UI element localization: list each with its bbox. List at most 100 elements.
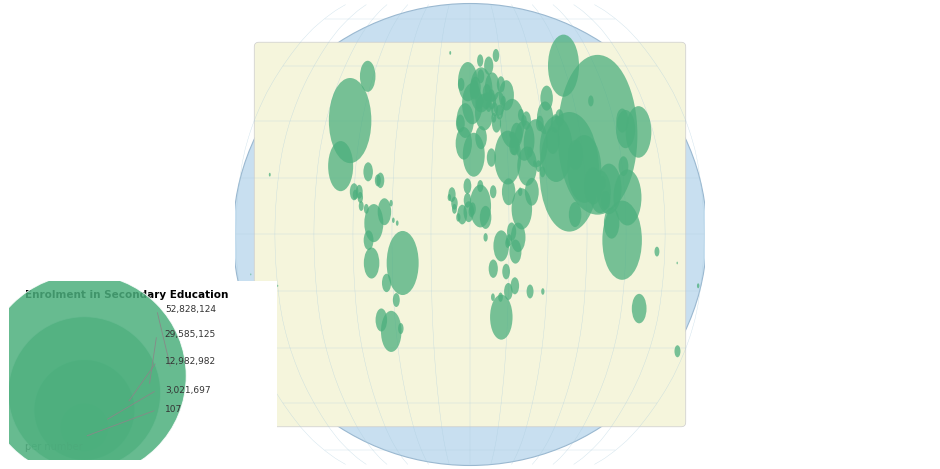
Ellipse shape [484, 56, 494, 75]
Ellipse shape [521, 115, 526, 126]
Ellipse shape [476, 126, 487, 149]
Ellipse shape [492, 113, 496, 123]
Ellipse shape [452, 204, 457, 214]
Ellipse shape [8, 317, 161, 469]
Ellipse shape [381, 311, 401, 352]
Ellipse shape [277, 285, 278, 287]
Ellipse shape [556, 109, 564, 126]
Ellipse shape [536, 160, 541, 172]
Ellipse shape [511, 188, 532, 229]
Ellipse shape [491, 294, 494, 301]
Ellipse shape [506, 234, 512, 246]
Ellipse shape [614, 169, 641, 226]
Ellipse shape [588, 95, 594, 106]
Ellipse shape [364, 162, 373, 182]
Ellipse shape [502, 264, 510, 280]
Ellipse shape [489, 259, 498, 278]
Ellipse shape [487, 148, 496, 167]
Ellipse shape [504, 283, 512, 300]
Ellipse shape [34, 360, 134, 461]
Ellipse shape [463, 178, 471, 194]
FancyBboxPatch shape [254, 42, 686, 427]
Ellipse shape [329, 78, 371, 163]
Ellipse shape [468, 206, 474, 217]
Ellipse shape [540, 116, 572, 182]
Ellipse shape [527, 147, 533, 157]
Ellipse shape [495, 105, 503, 120]
Ellipse shape [492, 114, 501, 133]
Ellipse shape [482, 84, 492, 101]
Ellipse shape [470, 185, 491, 227]
Ellipse shape [509, 137, 518, 155]
Ellipse shape [269, 173, 271, 176]
Ellipse shape [551, 114, 560, 133]
Ellipse shape [540, 86, 553, 111]
Ellipse shape [522, 111, 531, 130]
Ellipse shape [448, 187, 456, 202]
Ellipse shape [557, 55, 637, 215]
Ellipse shape [470, 77, 480, 98]
Ellipse shape [489, 89, 494, 101]
Ellipse shape [541, 288, 544, 295]
Ellipse shape [493, 91, 505, 116]
Ellipse shape [456, 127, 472, 159]
Ellipse shape [499, 80, 514, 111]
Ellipse shape [697, 283, 699, 288]
Ellipse shape [518, 188, 523, 196]
Ellipse shape [654, 247, 659, 257]
Ellipse shape [536, 116, 543, 131]
Ellipse shape [603, 201, 642, 280]
Ellipse shape [601, 191, 610, 210]
Ellipse shape [458, 62, 478, 101]
Ellipse shape [478, 180, 483, 192]
Ellipse shape [375, 174, 381, 186]
Ellipse shape [357, 192, 363, 203]
Ellipse shape [482, 92, 491, 109]
Ellipse shape [458, 78, 464, 91]
Ellipse shape [490, 295, 512, 340]
Ellipse shape [233, 4, 707, 465]
Text: 107: 107 [164, 405, 182, 414]
Ellipse shape [509, 240, 522, 264]
Ellipse shape [617, 108, 628, 133]
Ellipse shape [494, 230, 509, 261]
Ellipse shape [616, 110, 635, 148]
Ellipse shape [510, 137, 520, 155]
Ellipse shape [518, 109, 524, 121]
Ellipse shape [525, 178, 539, 206]
Text: 12,982,982: 12,982,982 [164, 357, 216, 366]
Ellipse shape [377, 173, 384, 188]
Ellipse shape [378, 198, 391, 225]
Ellipse shape [510, 123, 523, 147]
Ellipse shape [502, 178, 515, 205]
Ellipse shape [393, 293, 399, 307]
Ellipse shape [507, 222, 516, 241]
Ellipse shape [359, 201, 364, 211]
Ellipse shape [479, 206, 492, 229]
Ellipse shape [569, 202, 581, 227]
Ellipse shape [449, 51, 451, 55]
Ellipse shape [510, 223, 525, 252]
Ellipse shape [462, 133, 485, 177]
Ellipse shape [486, 101, 492, 112]
Text: 3,021,697: 3,021,697 [164, 386, 211, 394]
Ellipse shape [677, 262, 678, 265]
Ellipse shape [500, 99, 525, 148]
Ellipse shape [456, 114, 464, 132]
Ellipse shape [626, 106, 651, 158]
Ellipse shape [568, 140, 583, 169]
Ellipse shape [488, 92, 496, 109]
Text: 29,585,125: 29,585,125 [164, 330, 216, 340]
Ellipse shape [497, 76, 505, 92]
Ellipse shape [398, 323, 403, 334]
Ellipse shape [328, 141, 353, 191]
Ellipse shape [505, 238, 510, 248]
Ellipse shape [584, 167, 603, 204]
Text: 52,828,124: 52,828,124 [164, 305, 216, 314]
Ellipse shape [596, 164, 621, 214]
Ellipse shape [483, 233, 488, 242]
Ellipse shape [501, 96, 506, 106]
Ellipse shape [476, 93, 483, 109]
Ellipse shape [509, 132, 511, 137]
Ellipse shape [524, 119, 548, 167]
